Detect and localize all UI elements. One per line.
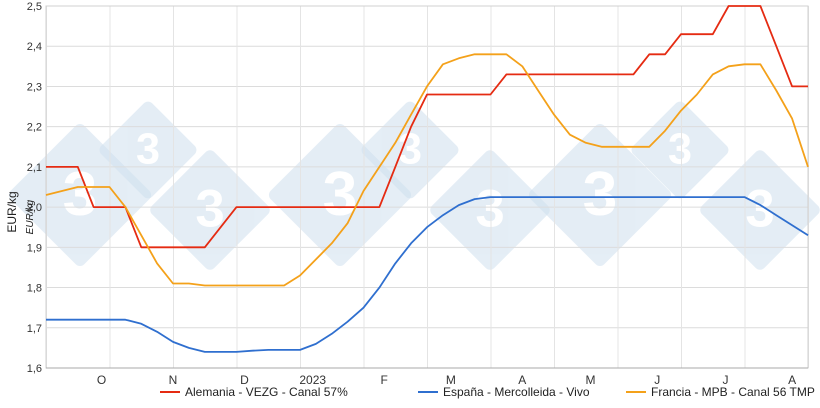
watermark-tile: 3: [528, 123, 672, 267]
watermark-glyph: 3: [475, 180, 504, 239]
x-tick-label: N: [169, 373, 178, 387]
watermark-tile: 3: [99, 101, 197, 199]
series-line: [46, 5, 808, 249]
y-axis-unit-label: EUR/kg: [25, 199, 36, 234]
y-tick-label: 1,8: [27, 283, 42, 295]
watermark-tile: 3: [700, 150, 820, 270]
x-tick-label: J: [722, 373, 728, 387]
series-layer: [45, 5, 809, 353]
watermark-tile: 3: [361, 101, 459, 199]
watermark-diamond: [430, 150, 550, 270]
y-axis-title: EUR/kg: [5, 191, 19, 232]
watermark-diamond: [99, 101, 197, 199]
x-tick-label: J: [654, 373, 660, 387]
y-tick-label: 2,0: [27, 202, 42, 214]
x-tick-label: 2023: [299, 373, 326, 387]
watermark-glyph: 3: [136, 126, 160, 174]
watermark-glyph: 3: [668, 126, 692, 174]
x-tick-label: F: [380, 373, 387, 387]
legend-label: Alemania - VEZG - Canal 57%: [185, 385, 348, 399]
y-tick-label: 1,9: [27, 242, 42, 254]
watermark-diamond: [700, 150, 820, 270]
series-line: [46, 196, 809, 353]
legend-label: España - Mercolleida - Vivo: [443, 385, 590, 399]
watermark-layer: 333 333 333: [8, 101, 820, 270]
legend-item: Francia - MPB - Canal 56 TMP: [626, 385, 815, 399]
watermark-tile: 3: [430, 150, 550, 270]
axis-layer: 1,6 1,7 1,8 1,9 2,0 2,1 2,2 2,3 2,4 2,5 O N D 2023 F M A…: [5, 1, 808, 387]
y-tick-label: 1,7: [27, 323, 42, 335]
watermark-diamond: [528, 123, 672, 267]
x-tick-label: M: [446, 373, 456, 387]
x-tick-label: O: [97, 373, 106, 387]
y-tick-label: 1,6: [27, 363, 42, 375]
watermark-diamond: [150, 150, 270, 270]
legend-item: España - Mercolleida - Vivo: [418, 385, 590, 399]
legend-label: Francia - MPB - Canal 56 TMP: [651, 385, 815, 399]
x-tick-label: M: [586, 373, 596, 387]
legend-item: Alemania - VEZG - Canal 57%: [160, 385, 348, 399]
x-tick-label: A: [788, 373, 796, 387]
y-tick-label: 2,4: [27, 41, 42, 53]
watermark-glyph: 3: [323, 160, 358, 229]
watermark-glyph: 3: [745, 180, 774, 239]
y-tick-label: 2,5: [27, 1, 42, 13]
legend: Alemania - VEZG - Canal 57% España - Merc…: [160, 385, 815, 399]
y-tick-label: 2,1: [27, 162, 42, 174]
x-tick-label: A: [518, 373, 526, 387]
watermark-tile: 3: [631, 101, 729, 199]
y-tick-label: 2,2: [27, 122, 42, 134]
watermark-glyph: 3: [583, 160, 618, 229]
watermark-diamond: [361, 101, 459, 199]
y-tick-label: 2,3: [27, 81, 42, 93]
watermark-glyph: 3: [195, 180, 224, 239]
watermark-diamond: [631, 101, 729, 199]
series-line: [45, 53, 809, 287]
x-tick-label: D: [240, 373, 249, 387]
